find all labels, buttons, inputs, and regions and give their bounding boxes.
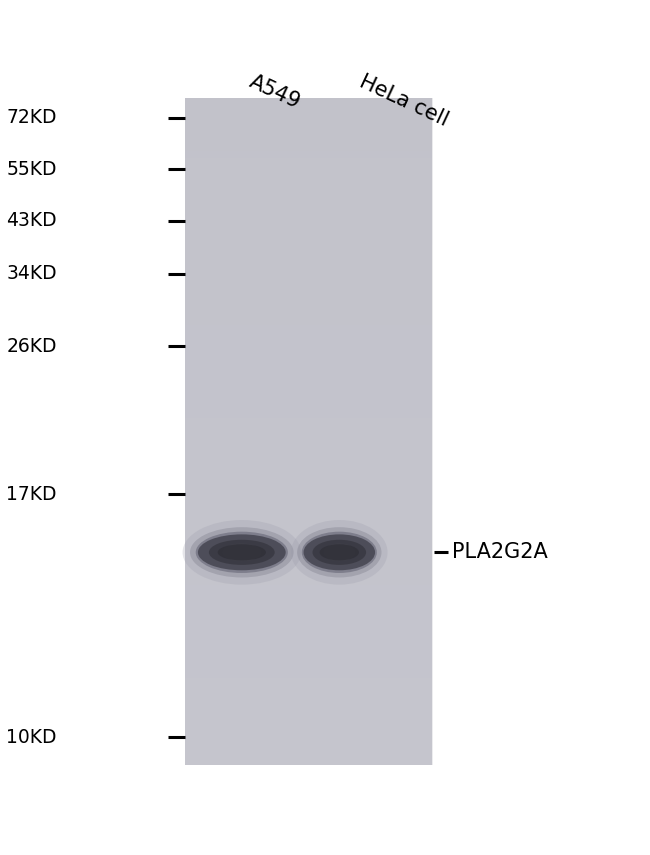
Ellipse shape (190, 528, 294, 577)
Ellipse shape (209, 540, 275, 565)
Ellipse shape (313, 540, 366, 565)
Ellipse shape (218, 545, 266, 560)
Text: 10KD: 10KD (6, 728, 57, 746)
Ellipse shape (304, 534, 375, 570)
Text: A549: A549 (246, 72, 303, 113)
Text: 55KD: 55KD (6, 160, 57, 179)
FancyBboxPatch shape (185, 98, 432, 765)
Ellipse shape (196, 532, 288, 573)
Text: 17KD: 17KD (6, 485, 57, 504)
Text: PLA2G2A: PLA2G2A (452, 542, 547, 563)
Text: 34KD: 34KD (6, 264, 57, 283)
Ellipse shape (291, 520, 387, 585)
Ellipse shape (302, 532, 377, 573)
Text: 72KD: 72KD (6, 109, 57, 127)
Text: 43KD: 43KD (6, 211, 57, 230)
Ellipse shape (183, 520, 301, 585)
Ellipse shape (198, 534, 286, 570)
Text: 26KD: 26KD (6, 337, 57, 356)
Ellipse shape (323, 544, 356, 561)
Ellipse shape (222, 544, 261, 561)
Ellipse shape (320, 545, 359, 560)
Text: HeLa cell: HeLa cell (356, 72, 451, 130)
Ellipse shape (297, 528, 382, 577)
